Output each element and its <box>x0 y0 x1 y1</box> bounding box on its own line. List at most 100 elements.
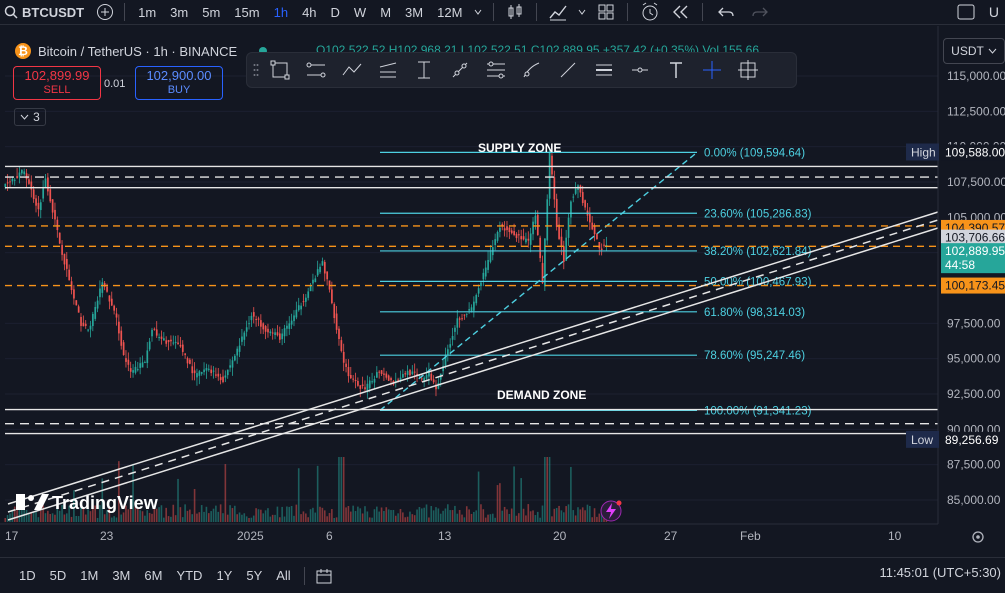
interval-3m[interactable]: 3m <box>170 4 189 20</box>
interval-4h[interactable]: 4h <box>302 4 317 20</box>
candle-body <box>380 370 383 375</box>
brush-tool[interactable] <box>515 55 549 85</box>
interval-3m[interactable]: 3M <box>405 4 424 20</box>
range-all[interactable]: All <box>276 568 291 583</box>
volume-bar <box>574 515 577 522</box>
top-toolbar: BTCUSDT 1m 3m 5m 15m 1h 4h D W M 3M 12M U <box>0 0 1005 25</box>
parallel-channel-tool[interactable] <box>299 55 333 85</box>
candle-body <box>122 342 125 355</box>
candle-body <box>347 367 350 377</box>
interval-15m[interactable]: 15m <box>234 4 260 20</box>
currency-selector[interactable]: USDT <box>943 38 1005 64</box>
path-tool[interactable] <box>335 55 369 85</box>
object-settings-tool[interactable] <box>731 55 765 85</box>
volume-bar <box>16 508 18 522</box>
candle-body <box>281 333 284 340</box>
layout-button[interactable] <box>951 1 981 23</box>
volume-bar <box>534 515 537 522</box>
rectangle-tool[interactable] <box>263 55 297 85</box>
interval-12m[interactable]: 12M <box>437 4 463 20</box>
sell-label: SELL <box>43 84 71 96</box>
undo-button[interactable] <box>709 1 743 23</box>
timezone-clock[interactable]: 11:45:01 (UTC+5:30) <box>879 565 1001 580</box>
range-1y[interactable]: 1Y <box>216 568 233 583</box>
volume-bar <box>110 517 113 522</box>
interval-1h[interactable]: 1h <box>273 4 289 20</box>
price-range-tool[interactable] <box>407 55 441 85</box>
horizontal-line-tool[interactable] <box>623 55 657 85</box>
candle-body <box>212 370 215 372</box>
candle-body <box>267 328 269 333</box>
range-1d[interactable]: 1D <box>19 568 36 583</box>
indicators-button[interactable] <box>543 1 573 23</box>
redo-icon <box>752 7 769 17</box>
candle-body <box>522 236 525 240</box>
buy-button[interactable]: 102,900.00 BUY <box>135 66 223 100</box>
fib-channel-tool[interactable] <box>479 55 513 85</box>
market-status-icon[interactable] <box>259 47 268 55</box>
chart-type-button[interactable] <box>500 1 530 23</box>
range-ytd[interactable]: YTD <box>176 568 203 583</box>
interval-dropdown[interactable] <box>469 1 487 23</box>
chart-title[interactable]: Bitcoin / TetherUS · 1h · BINANCE <box>38 43 238 59</box>
interval-5m[interactable]: 5m <box>202 4 221 20</box>
alert-button[interactable] <box>634 1 666 23</box>
candle-body <box>477 288 480 294</box>
chevron-down-icon <box>20 114 29 120</box>
symbol-search[interactable]: BTCUSDT <box>0 5 92 20</box>
drag-handle[interactable] <box>251 63 261 77</box>
candle-body <box>555 198 558 228</box>
candle-body <box>323 262 326 274</box>
interval-w[interactable]: W <box>353 4 367 20</box>
time-tick: 17 <box>5 529 19 543</box>
volume-bar <box>198 512 201 522</box>
candle-body <box>25 173 28 180</box>
candle-body <box>598 241 601 249</box>
sell-button[interactable]: 102,899.99 SELL <box>13 66 101 100</box>
volume-bar <box>288 506 291 522</box>
templates-button[interactable] <box>591 1 621 23</box>
range-3m[interactable]: 3M <box>112 568 131 583</box>
line-style-tool[interactable] <box>587 55 621 85</box>
candle-body <box>68 269 71 281</box>
interval-d[interactable]: D <box>330 4 340 20</box>
volume-bar <box>271 514 274 522</box>
range-5d[interactable]: 5D <box>49 568 67 583</box>
go-to-date-button[interactable] <box>311 565 337 587</box>
candle-body <box>491 247 494 256</box>
replay-button[interactable] <box>666 1 696 23</box>
compare-add-button[interactable] <box>92 1 118 23</box>
indicators-dropdown[interactable] <box>573 1 591 23</box>
channel-line <box>7 219 939 513</box>
range-5y[interactable]: 5Y <box>246 568 263 583</box>
time-tick: 27 <box>664 529 678 543</box>
volume-bar <box>56 505 59 522</box>
volume-bar <box>267 508 269 522</box>
candle-body <box>487 259 489 270</box>
publish-label[interactable]: U <box>988 4 999 20</box>
range-1m[interactable]: 1M <box>80 568 99 583</box>
volume-bar <box>449 510 451 522</box>
volume-bar <box>411 514 414 522</box>
line-tool[interactable] <box>551 55 585 85</box>
volume-bar <box>212 508 215 522</box>
trendline-tool[interactable] <box>443 55 477 85</box>
lightning-icon <box>606 503 616 519</box>
volume-bar <box>245 516 248 522</box>
volume-bar <box>200 505 203 522</box>
text-tool[interactable] <box>659 55 693 85</box>
watermark-text: TradingView <box>52 493 159 513</box>
indicators-collapse-button[interactable]: 3 <box>14 108 46 126</box>
redo-button[interactable] <box>743 1 777 23</box>
volume-bar <box>510 508 513 522</box>
candle-body <box>106 286 108 292</box>
range-6m[interactable]: 6M <box>144 568 163 583</box>
ray-tool[interactable] <box>371 55 405 85</box>
interval-m[interactable]: M <box>380 4 392 20</box>
volume-bar <box>184 504 186 522</box>
candle-body <box>77 306 80 313</box>
candle-body <box>435 384 437 390</box>
interval-1m[interactable]: 1m <box>138 4 157 20</box>
crosshair-tool[interactable] <box>695 55 729 85</box>
candle-body <box>544 238 546 287</box>
